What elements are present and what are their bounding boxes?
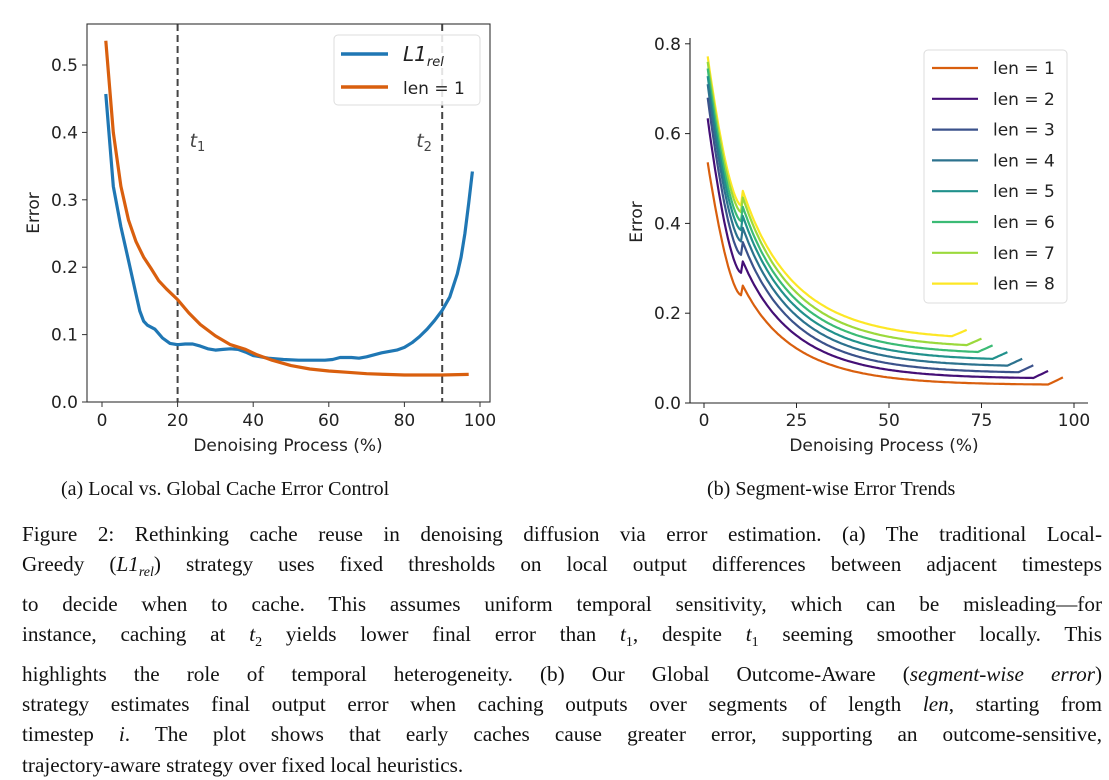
series-line-len-1 <box>706 162 1064 386</box>
x-tick-label: 100 <box>464 411 496 431</box>
x-tick-label: 20 <box>167 411 189 431</box>
legend-label: len = 6 <box>993 213 1055 233</box>
vline-labels: t1 t2 <box>190 130 432 155</box>
legend-label-l1rel: L1rel <box>403 42 444 70</box>
x-tick-label: 75 <box>971 411 993 431</box>
legend-label: len = 5 <box>993 182 1055 202</box>
x-tick-label: 80 <box>394 411 416 431</box>
caption-line: highlights the role of temporal heteroge… <box>22 661 1102 686</box>
vline-label-t2: t2 <box>416 130 432 155</box>
y-ticks-a: 0.0 0.1 0.2 0.3 0.4 0.5 <box>51 56 87 413</box>
series-line-len-8 <box>706 56 968 338</box>
x-tick-label: 0 <box>97 411 108 431</box>
series-line-len-6 <box>706 68 994 354</box>
x-axis-label-b: Denoising Process (%) <box>789 436 978 456</box>
caption-line: Greedy (L1rel) strategy uses fixed thres… <box>22 552 1102 581</box>
caption-line: to decide when to cache. This assumes un… <box>22 591 1102 616</box>
y-tick-label: 0.5 <box>51 56 78 76</box>
plot-area-b <box>706 56 1064 386</box>
subcaption-b: (b) Segment-wise Error Trends <box>707 478 956 500</box>
series-line-len-7 <box>706 61 982 347</box>
legend-label: len = 4 <box>993 151 1055 171</box>
legend-box-b <box>923 49 1068 304</box>
plot-area-a <box>104 24 474 402</box>
y-axis-label-a: Error <box>24 192 44 233</box>
y-tick-label: 0.0 <box>51 393 78 413</box>
y-tick-label: 0.2 <box>51 258 78 278</box>
subcaption-a: (a) Local vs. Global Cache Error Control <box>61 478 390 500</box>
legend-label: len = 1 <box>993 59 1055 79</box>
chart-local-vs-global: 0 20 40 60 80 100 0.0 0.1 0.2 0.3 0.4 0.5 Denoisin… <box>24 23 496 456</box>
y-tick-label: 0.4 <box>654 214 681 234</box>
vline-label-t1: t1 <box>190 130 206 155</box>
caption-line: trajectory-aware strategy over fixed loc… <box>22 752 464 777</box>
x-tick-label: 100 <box>1058 411 1090 431</box>
y-tick-label: 0.3 <box>51 191 78 211</box>
x-tick-label: 40 <box>242 411 264 431</box>
legend-label-len1: len = 1 <box>403 79 465 99</box>
series-line-l1rel <box>104 93 474 362</box>
axes-frame-a <box>86 23 491 403</box>
series-line-len1 <box>104 40 469 377</box>
y-ticks-b: 0.0 0.2 0.4 0.6 0.8 <box>654 35 690 414</box>
x-tick-label: 25 <box>786 411 808 431</box>
y-tick-label: 0.6 <box>654 125 681 145</box>
caption-line: instance, caching at t2 yields lower fin… <box>22 622 1103 651</box>
y-axis-label-b: Error <box>627 201 647 242</box>
x-ticks-b: 0 25 50 75 100 <box>699 403 1090 431</box>
legend-b: len = 1 len = 2 len = 3 len = 4 len = 5 len =… <box>923 49 1068 304</box>
y-tick-label: 0.1 <box>51 326 78 346</box>
legend-label: len = 8 <box>993 275 1055 295</box>
y-tick-label: 0.8 <box>654 35 681 55</box>
legend-a: L1rel len = 1 <box>333 34 481 106</box>
legend-label: len = 2 <box>993 90 1055 110</box>
x-ticks-a: 0 20 40 60 80 100 <box>97 402 496 431</box>
figure-caption: Figure 2: Rethinking cache reuse in deno… <box>22 519 1102 780</box>
series-line-len-3 <box>706 97 1034 374</box>
x-tick-label: 50 <box>878 411 900 431</box>
legend-label: len = 3 <box>993 121 1055 141</box>
series-line-len-4 <box>706 84 1023 367</box>
x-tick-label: 60 <box>318 411 340 431</box>
y-tick-label: 0.2 <box>654 304 681 324</box>
y-tick-label: 0.0 <box>654 394 681 414</box>
legend-label: len = 7 <box>993 244 1055 264</box>
caption-line: timestep i. The plot shows that early ca… <box>22 722 1103 747</box>
x-tick-label: 0 <box>699 411 710 431</box>
caption-line: Figure 2: Rethinking cache reuse in deno… <box>22 522 1102 546</box>
caption-line: strategy estimates final output error wh… <box>22 691 1102 716</box>
chart-segment-wise: 0 25 50 75 100 0.0 0.2 0.4 0.6 0.8 Denoising Pro… <box>627 35 1090 456</box>
series-line-len-5 <box>706 75 1008 360</box>
series-line-len-2 <box>706 118 1049 380</box>
x-axis-label-a: Denoising Process (%) <box>193 436 382 456</box>
y-tick-label: 0.4 <box>51 123 78 143</box>
